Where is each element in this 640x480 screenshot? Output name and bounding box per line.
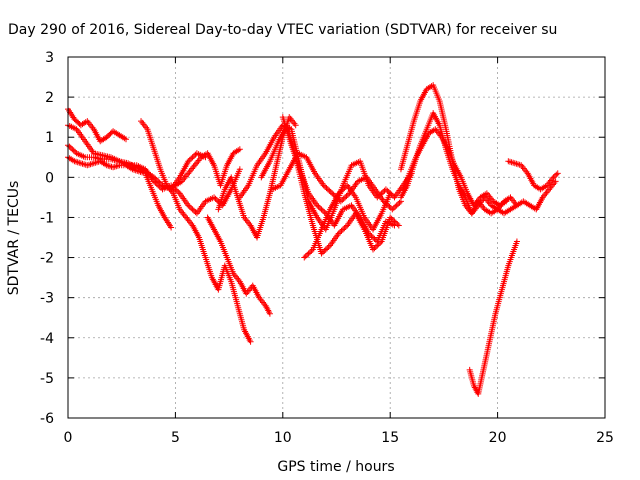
series-16 bbox=[400, 126, 510, 209]
series-6 bbox=[204, 214, 273, 317]
y-axis-label: SDTVAR / TECUs bbox=[6, 181, 22, 296]
series-5-markers bbox=[138, 118, 254, 345]
plot-frame bbox=[67, 56, 606, 419]
y-tick-label: 2 bbox=[45, 90, 54, 106]
x-tick-label: 15 bbox=[381, 430, 399, 446]
series-17 bbox=[466, 238, 520, 397]
y-tick-label: -2 bbox=[40, 251, 54, 267]
series-18 bbox=[505, 158, 561, 193]
data-points bbox=[65, 82, 561, 397]
series-12-markers bbox=[279, 114, 398, 245]
axis-ticks: 0 5 10 15 20 25 -6 -5 -4 -3 -2 -1 0 1 2 3 bbox=[40, 50, 614, 446]
series-18-markers bbox=[505, 158, 561, 193]
y-tick-label: -6 bbox=[40, 411, 54, 427]
y-tick-label: 0 bbox=[45, 170, 54, 186]
series-13-markers bbox=[301, 182, 394, 261]
x-tick-label: 0 bbox=[64, 430, 73, 446]
x-tick-label: 10 bbox=[274, 430, 292, 446]
x-axis-label: GPS time / hours bbox=[277, 459, 394, 475]
series-7-markers bbox=[172, 146, 243, 189]
series-16-markers bbox=[400, 126, 510, 209]
y-tick-label: -5 bbox=[40, 371, 54, 387]
series-17-markers bbox=[466, 238, 520, 397]
series-13 bbox=[301, 182, 394, 261]
series-5 bbox=[138, 118, 254, 345]
series-7 bbox=[172, 146, 243, 189]
x-tick-label: 25 bbox=[596, 430, 614, 446]
y-tick-label: -1 bbox=[40, 210, 54, 226]
chart-title: Day 290 of 2016, Sidereal Day-to-day VTE… bbox=[8, 22, 557, 38]
series-12 bbox=[279, 114, 398, 245]
y-tick-label: 1 bbox=[45, 130, 54, 146]
x-tick-label: 20 bbox=[489, 430, 507, 446]
y-tick-label: 3 bbox=[45, 50, 54, 66]
y-tick-label: -3 bbox=[40, 291, 54, 307]
x-tick-label: 5 bbox=[171, 430, 180, 446]
y-tick-label: -4 bbox=[40, 331, 54, 347]
series-6-markers bbox=[204, 214, 273, 317]
